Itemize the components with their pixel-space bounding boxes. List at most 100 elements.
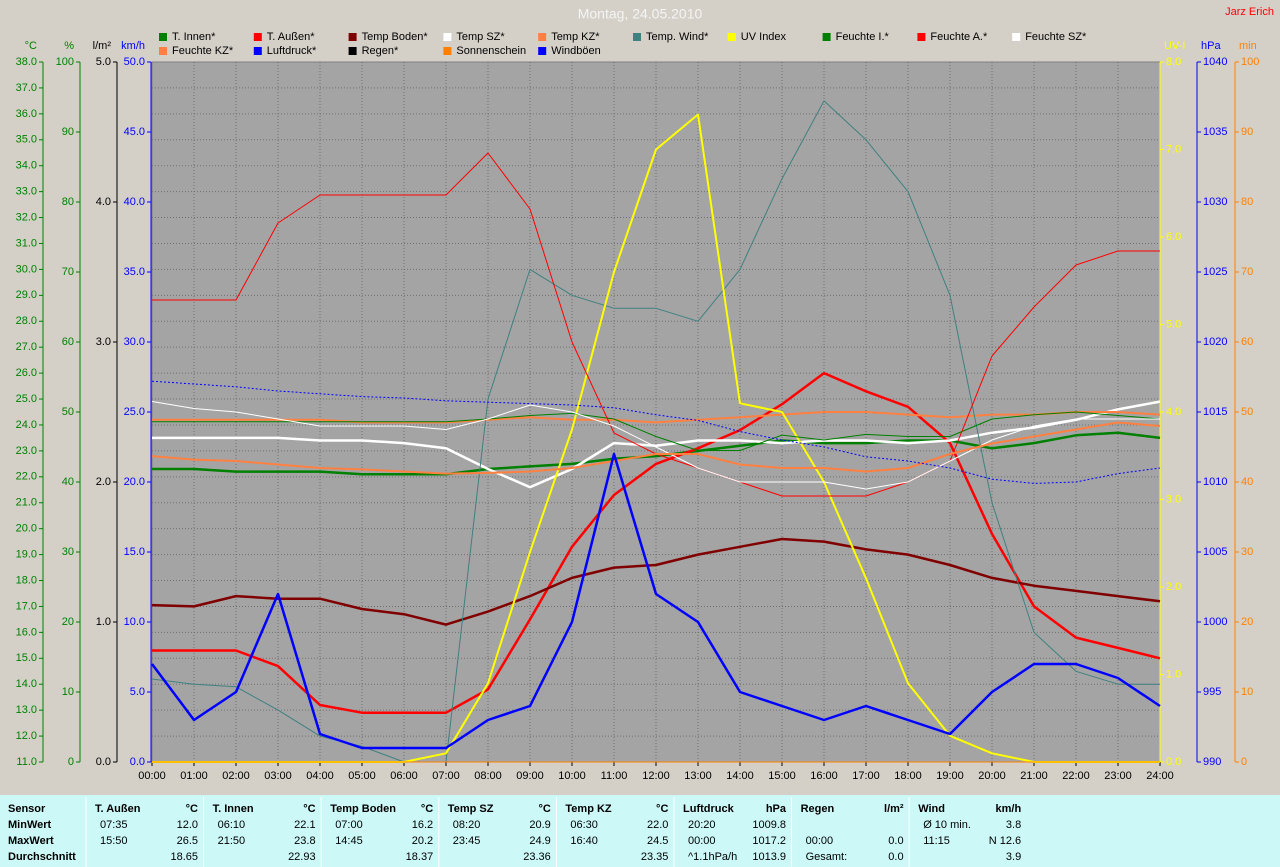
- y-tick-label: 1025: [1203, 266, 1227, 278]
- x-tick-label: 16:00: [810, 770, 838, 782]
- series-line: [151, 452, 1161, 750]
- cell-value: N 12.6: [989, 835, 1021, 847]
- y-tick-label: 6.0: [1166, 231, 1181, 243]
- series-line: [152, 371, 1161, 714]
- y-tick-label: 12.0: [16, 730, 37, 742]
- legend-swatch: [633, 33, 641, 41]
- series-line: [152, 431, 1161, 476]
- cell-time: 06:10: [218, 819, 246, 831]
- y-tick-label: 40: [62, 476, 74, 488]
- y-tick-label: 0.0: [130, 756, 145, 768]
- legend-label: UV Index: [741, 31, 787, 43]
- cell-value: 16.2: [412, 819, 433, 831]
- column-unit: °C: [186, 803, 198, 815]
- cell-value: 3.9: [1006, 851, 1021, 863]
- x-tick-label: 03:00: [264, 770, 292, 782]
- series-line: [152, 411, 1161, 424]
- x-tick-label: 20:00: [978, 770, 1006, 782]
- y-tick-label: 90: [1241, 126, 1253, 138]
- y-tick-label: 13.0: [16, 704, 37, 716]
- y-tick-label: 5.0: [130, 686, 145, 698]
- x-tick-label: 11:00: [601, 770, 628, 782]
- x-tick-label: 12:00: [642, 770, 670, 782]
- y-tick-label: 26.0: [16, 367, 37, 379]
- y-tick-label: 5.0: [1166, 318, 1181, 330]
- cell-time: 00:00: [688, 835, 716, 847]
- column-unit: l/m²: [884, 803, 904, 815]
- y-tick-label: 2.0: [1166, 581, 1181, 593]
- cell-value: 18.37: [406, 851, 434, 863]
- cell-time: 20:20: [688, 819, 716, 831]
- x-tick-label: 22:00: [1062, 770, 1090, 782]
- x-tick-label: 23:00: [1104, 770, 1132, 782]
- y-tick-label: 50: [1241, 406, 1253, 418]
- y-tick-label: 34.0: [16, 160, 37, 172]
- cell-value: 23.36: [523, 851, 551, 863]
- column-header: Temp KZ: [565, 803, 612, 815]
- y-tick-label: 3.0: [96, 336, 111, 348]
- legend-swatch: [159, 47, 167, 55]
- cell-value: 12.0: [177, 819, 198, 831]
- legend-label: Temp Boden*: [362, 31, 429, 43]
- y-tick-label: 10.0: [124, 616, 145, 628]
- y-tick-label: 36.0: [16, 108, 37, 120]
- cell-value: 23.8: [294, 835, 315, 847]
- y-tick-label: 1030: [1203, 196, 1227, 208]
- x-tick-label: 01:00: [180, 770, 208, 782]
- y-tick-label: 15.0: [16, 652, 37, 664]
- y-tick-label: 80: [1241, 196, 1253, 208]
- axis-unit: °C: [25, 40, 37, 52]
- y-tick-label: 31.0: [16, 237, 37, 249]
- cell-value: 22.93: [288, 851, 316, 863]
- legend-label: Feuchte I.*: [836, 31, 890, 43]
- x-tick-label: 06:00: [390, 770, 418, 782]
- y-tick-label: 60: [62, 336, 74, 348]
- y-tick-label: 20.0: [16, 523, 37, 535]
- y-tick-label: 10: [62, 686, 74, 698]
- y-tick-label: 29.0: [16, 289, 37, 301]
- y-tick-label: 70: [1241, 266, 1253, 278]
- x-tick-label: 19:00: [936, 770, 964, 782]
- cell-time: ^1.1hPa/h: [688, 851, 737, 863]
- y-tick-label: 19.0: [16, 548, 37, 560]
- column-header: Regen: [801, 803, 835, 815]
- cell-value: 22.0: [647, 819, 668, 831]
- y-tick-label: 4.0: [96, 196, 111, 208]
- plot-area: [151, 61, 1161, 763]
- cell-value: 18.65: [170, 851, 198, 863]
- y-tick-label: 18.0: [16, 574, 37, 586]
- legend-swatch: [253, 47, 262, 55]
- column-unit: °C: [656, 803, 668, 815]
- series-line: [151, 401, 1160, 490]
- y-tick-label: 60: [1241, 336, 1253, 348]
- y-tick-label: 1.0: [1166, 668, 1181, 680]
- axis-unit: UV-I: [1164, 40, 1185, 52]
- column-unit: hPa: [766, 803, 787, 815]
- cell-time: 06:30: [570, 819, 598, 831]
- column-unit: km/h: [996, 803, 1022, 815]
- legend-swatch: [159, 33, 167, 41]
- cell-value: 20.2: [412, 835, 433, 847]
- x-tick-label: 04:00: [306, 770, 334, 782]
- cell-time: 07:00: [335, 819, 363, 831]
- series-line: [151, 537, 1161, 626]
- legend-label: Windböen: [551, 45, 601, 57]
- y-tick-label: 24.0: [16, 419, 37, 431]
- cell-value: 24.5: [647, 835, 668, 847]
- x-tick-label: 21:00: [1020, 770, 1048, 782]
- y-tick-label: 20: [1241, 616, 1253, 628]
- axis-unit: l/m²: [93, 40, 112, 52]
- cell-value: 1017.2: [752, 835, 786, 847]
- legend-swatch: [538, 47, 547, 55]
- legend-swatch: [1012, 33, 1021, 41]
- y-tick-label: 40.0: [124, 196, 145, 208]
- column-header: Temp Boden: [330, 803, 396, 815]
- x-tick-label: 09:00: [516, 770, 544, 782]
- y-tick-label: 21.0: [16, 497, 37, 509]
- y-tick-label: 16.0: [16, 626, 37, 638]
- cell-time: Ø 10 min.: [923, 819, 971, 831]
- y-tick-label: 995: [1203, 686, 1221, 698]
- x-tick-label: 18:00: [894, 770, 922, 782]
